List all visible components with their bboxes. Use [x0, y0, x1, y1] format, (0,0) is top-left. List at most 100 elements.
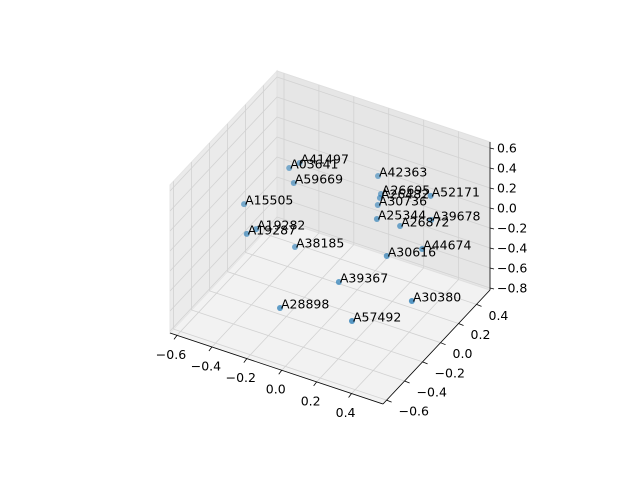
point [290, 179, 297, 186]
point-label: A19287 [248, 222, 296, 237]
point-label: A30736 [379, 193, 427, 208]
point-label: A44674 [423, 238, 471, 253]
grid-line [169, 116, 278, 232]
point [374, 201, 381, 208]
tick-mark [173, 335, 178, 340]
point [383, 252, 390, 259]
x-tick-label: −0.2 [226, 370, 256, 385]
grid-line [276, 76, 491, 149]
grid-line [351, 279, 459, 394]
y-tick-label: −0.2 [435, 365, 465, 380]
tick-mark [489, 147, 495, 150]
tick-mark [489, 227, 495, 230]
grid-line [245, 252, 459, 324]
point [243, 230, 250, 237]
point-label: A38185 [296, 236, 344, 251]
grid-line [169, 216, 278, 332]
point [291, 244, 298, 251]
point [277, 304, 284, 311]
tick-mark [489, 247, 495, 250]
z-tick-label: 0.6 [497, 141, 517, 156]
point-label: A39367 [340, 270, 388, 285]
point-label: A30380 [413, 289, 461, 304]
point [408, 297, 415, 304]
tick-mark [422, 361, 428, 365]
y-axis [382, 289, 491, 405]
x-axis [169, 332, 384, 405]
tick-mark [489, 207, 495, 210]
grid-line [191, 309, 405, 382]
point [427, 192, 434, 199]
grid-line [246, 244, 355, 359]
grid-line [276, 96, 491, 169]
y-tick-label: 0.4 [489, 308, 509, 323]
tick-mark [489, 167, 495, 170]
point [253, 226, 260, 233]
grid-line [169, 176, 278, 292]
point-label: A57492 [353, 309, 401, 324]
point [335, 278, 342, 285]
z-tick-label: 0.4 [497, 161, 517, 176]
x-tick-label: 0.4 [336, 405, 356, 420]
tick-mark [476, 303, 482, 307]
x-tick-label: −0.4 [191, 358, 221, 373]
grid-line [276, 196, 491, 269]
grid-line [169, 156, 278, 272]
tick-mark [208, 346, 213, 352]
grid-line [209, 290, 423, 363]
grid-line [316, 267, 424, 383]
point-label: A26695 [382, 182, 430, 197]
y-tick-label: 0.0 [453, 346, 473, 361]
point [428, 217, 435, 224]
y-tick-label: 0.2 [471, 327, 491, 342]
grid-line [169, 136, 278, 252]
y-tick-label: −0.4 [417, 385, 447, 400]
point [373, 216, 380, 223]
x-tick-label: −0.6 [156, 347, 186, 362]
grid-line [276, 136, 491, 209]
point-label: A28898 [281, 296, 329, 311]
tick-mark [489, 187, 495, 190]
z-tick-label: −0.6 [497, 261, 527, 276]
grid-line [169, 76, 278, 192]
tick-mark [440, 342, 446, 346]
point [419, 246, 426, 253]
point-label: A41497 [301, 151, 349, 166]
grid-line [276, 176, 491, 249]
y-tick-label: −0.6 [399, 404, 429, 419]
z-tick-label: 0.0 [497, 201, 517, 216]
point-label: A26482 [381, 186, 429, 201]
z-tick-label: 0.2 [497, 181, 517, 196]
grid-line [169, 96, 278, 212]
tick-mark [278, 370, 283, 375]
tick-mark [489, 287, 495, 290]
tick-mark [243, 358, 248, 363]
point [376, 194, 383, 201]
point [241, 201, 248, 208]
grid-line [211, 232, 320, 348]
grid-line [176, 221, 285, 336]
grid-line [276, 116, 491, 189]
point [375, 172, 382, 179]
point-label: A25344 [378, 208, 426, 223]
z-tick-label: −0.2 [497, 221, 527, 236]
point-label: A59669 [295, 171, 343, 186]
grid-line [169, 196, 278, 312]
point-label: A39678 [432, 209, 480, 224]
point-label: A03641 [290, 157, 338, 172]
tick-mark [458, 323, 464, 326]
tick-mark [489, 267, 495, 270]
point-label: A19282 [257, 218, 305, 233]
tick-mark [313, 381, 317, 387]
tick-mark [404, 380, 410, 384]
point-label: A52171 [432, 184, 480, 199]
x-tick-label: 0.2 [301, 393, 321, 408]
point [397, 222, 404, 229]
grid-line [227, 271, 441, 344]
z-tick-label: −0.4 [497, 241, 527, 256]
point [286, 165, 293, 172]
point [296, 159, 303, 166]
grid-line [281, 255, 390, 371]
point-label: A42363 [379, 164, 427, 179]
